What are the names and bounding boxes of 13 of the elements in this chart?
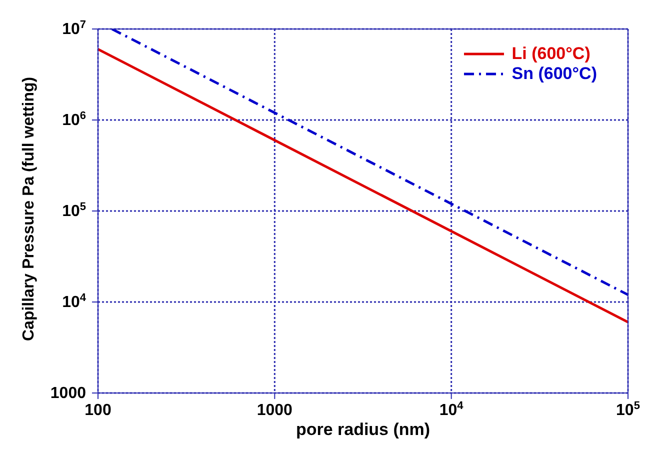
y-tick-label: 1000: [50, 385, 86, 402]
y-tick-label: 10$^{7}$: [62, 19, 86, 38]
legend-label: Sn (600°C): [512, 64, 597, 84]
y-tick-label: 10$^{5}$: [62, 201, 86, 220]
y-tick-label: 10$^{6}$: [62, 110, 86, 129]
x-tick-label: 1000: [256, 402, 293, 419]
x-axis-title: pore radius (nm): [296, 420, 430, 439]
y-axis-title: Capillary Pressure Pa (full wetting): [20, 76, 38, 341]
x-tick-label: 100: [84, 402, 112, 419]
y-tick-label: 10$^{4}$: [62, 292, 87, 311]
x-tick-label: 10$^{5}$: [616, 400, 640, 419]
legend-label: Li (600°C): [512, 44, 590, 64]
x-tick-label: 10$^{4}$: [439, 400, 464, 419]
